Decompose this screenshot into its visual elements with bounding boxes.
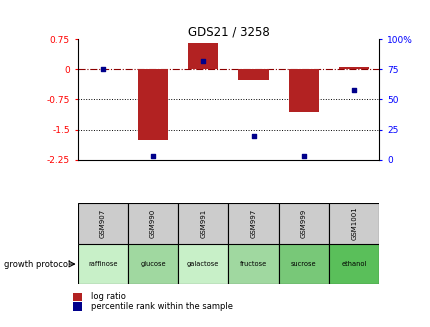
Text: GSM991: GSM991 [200, 209, 206, 238]
Bar [328, 244, 378, 284]
Bar [178, 203, 228, 244]
Bar [278, 244, 328, 284]
Point [149, 153, 156, 159]
Text: sucrose: sucrose [290, 261, 316, 267]
Bar [288, 69, 318, 112]
Text: GSM990: GSM990 [150, 209, 156, 238]
Title: GDS21 / 3258: GDS21 / 3258 [187, 25, 269, 38]
Bar [138, 69, 168, 140]
Bar [128, 203, 178, 244]
Bar [188, 43, 218, 69]
Bar [278, 203, 328, 244]
Bar [128, 244, 178, 284]
Text: log ratio: log ratio [90, 292, 125, 301]
Point [99, 67, 106, 72]
Bar [178, 244, 228, 284]
Point [249, 133, 256, 138]
Bar [77, 244, 128, 284]
Bar [328, 203, 378, 244]
Text: fructose: fructose [240, 261, 267, 267]
Text: percentile rank within the sample: percentile rank within the sample [90, 302, 232, 311]
Text: growth protocol: growth protocol [4, 260, 71, 269]
Point [300, 153, 307, 159]
Bar [238, 69, 268, 80]
Text: raffinose: raffinose [88, 261, 117, 267]
Text: GSM999: GSM999 [300, 209, 306, 238]
Text: GSM907: GSM907 [99, 209, 105, 238]
Bar [77, 203, 128, 244]
Bar [338, 67, 369, 69]
Text: ethanol: ethanol [341, 261, 366, 267]
Text: GSM997: GSM997 [250, 209, 256, 238]
Point [350, 87, 357, 93]
Text: glucose: glucose [140, 261, 166, 267]
Text: galactose: galactose [187, 261, 219, 267]
Point [200, 58, 206, 63]
Bar [228, 203, 278, 244]
Text: GSM1001: GSM1001 [350, 206, 356, 240]
Bar [228, 244, 278, 284]
